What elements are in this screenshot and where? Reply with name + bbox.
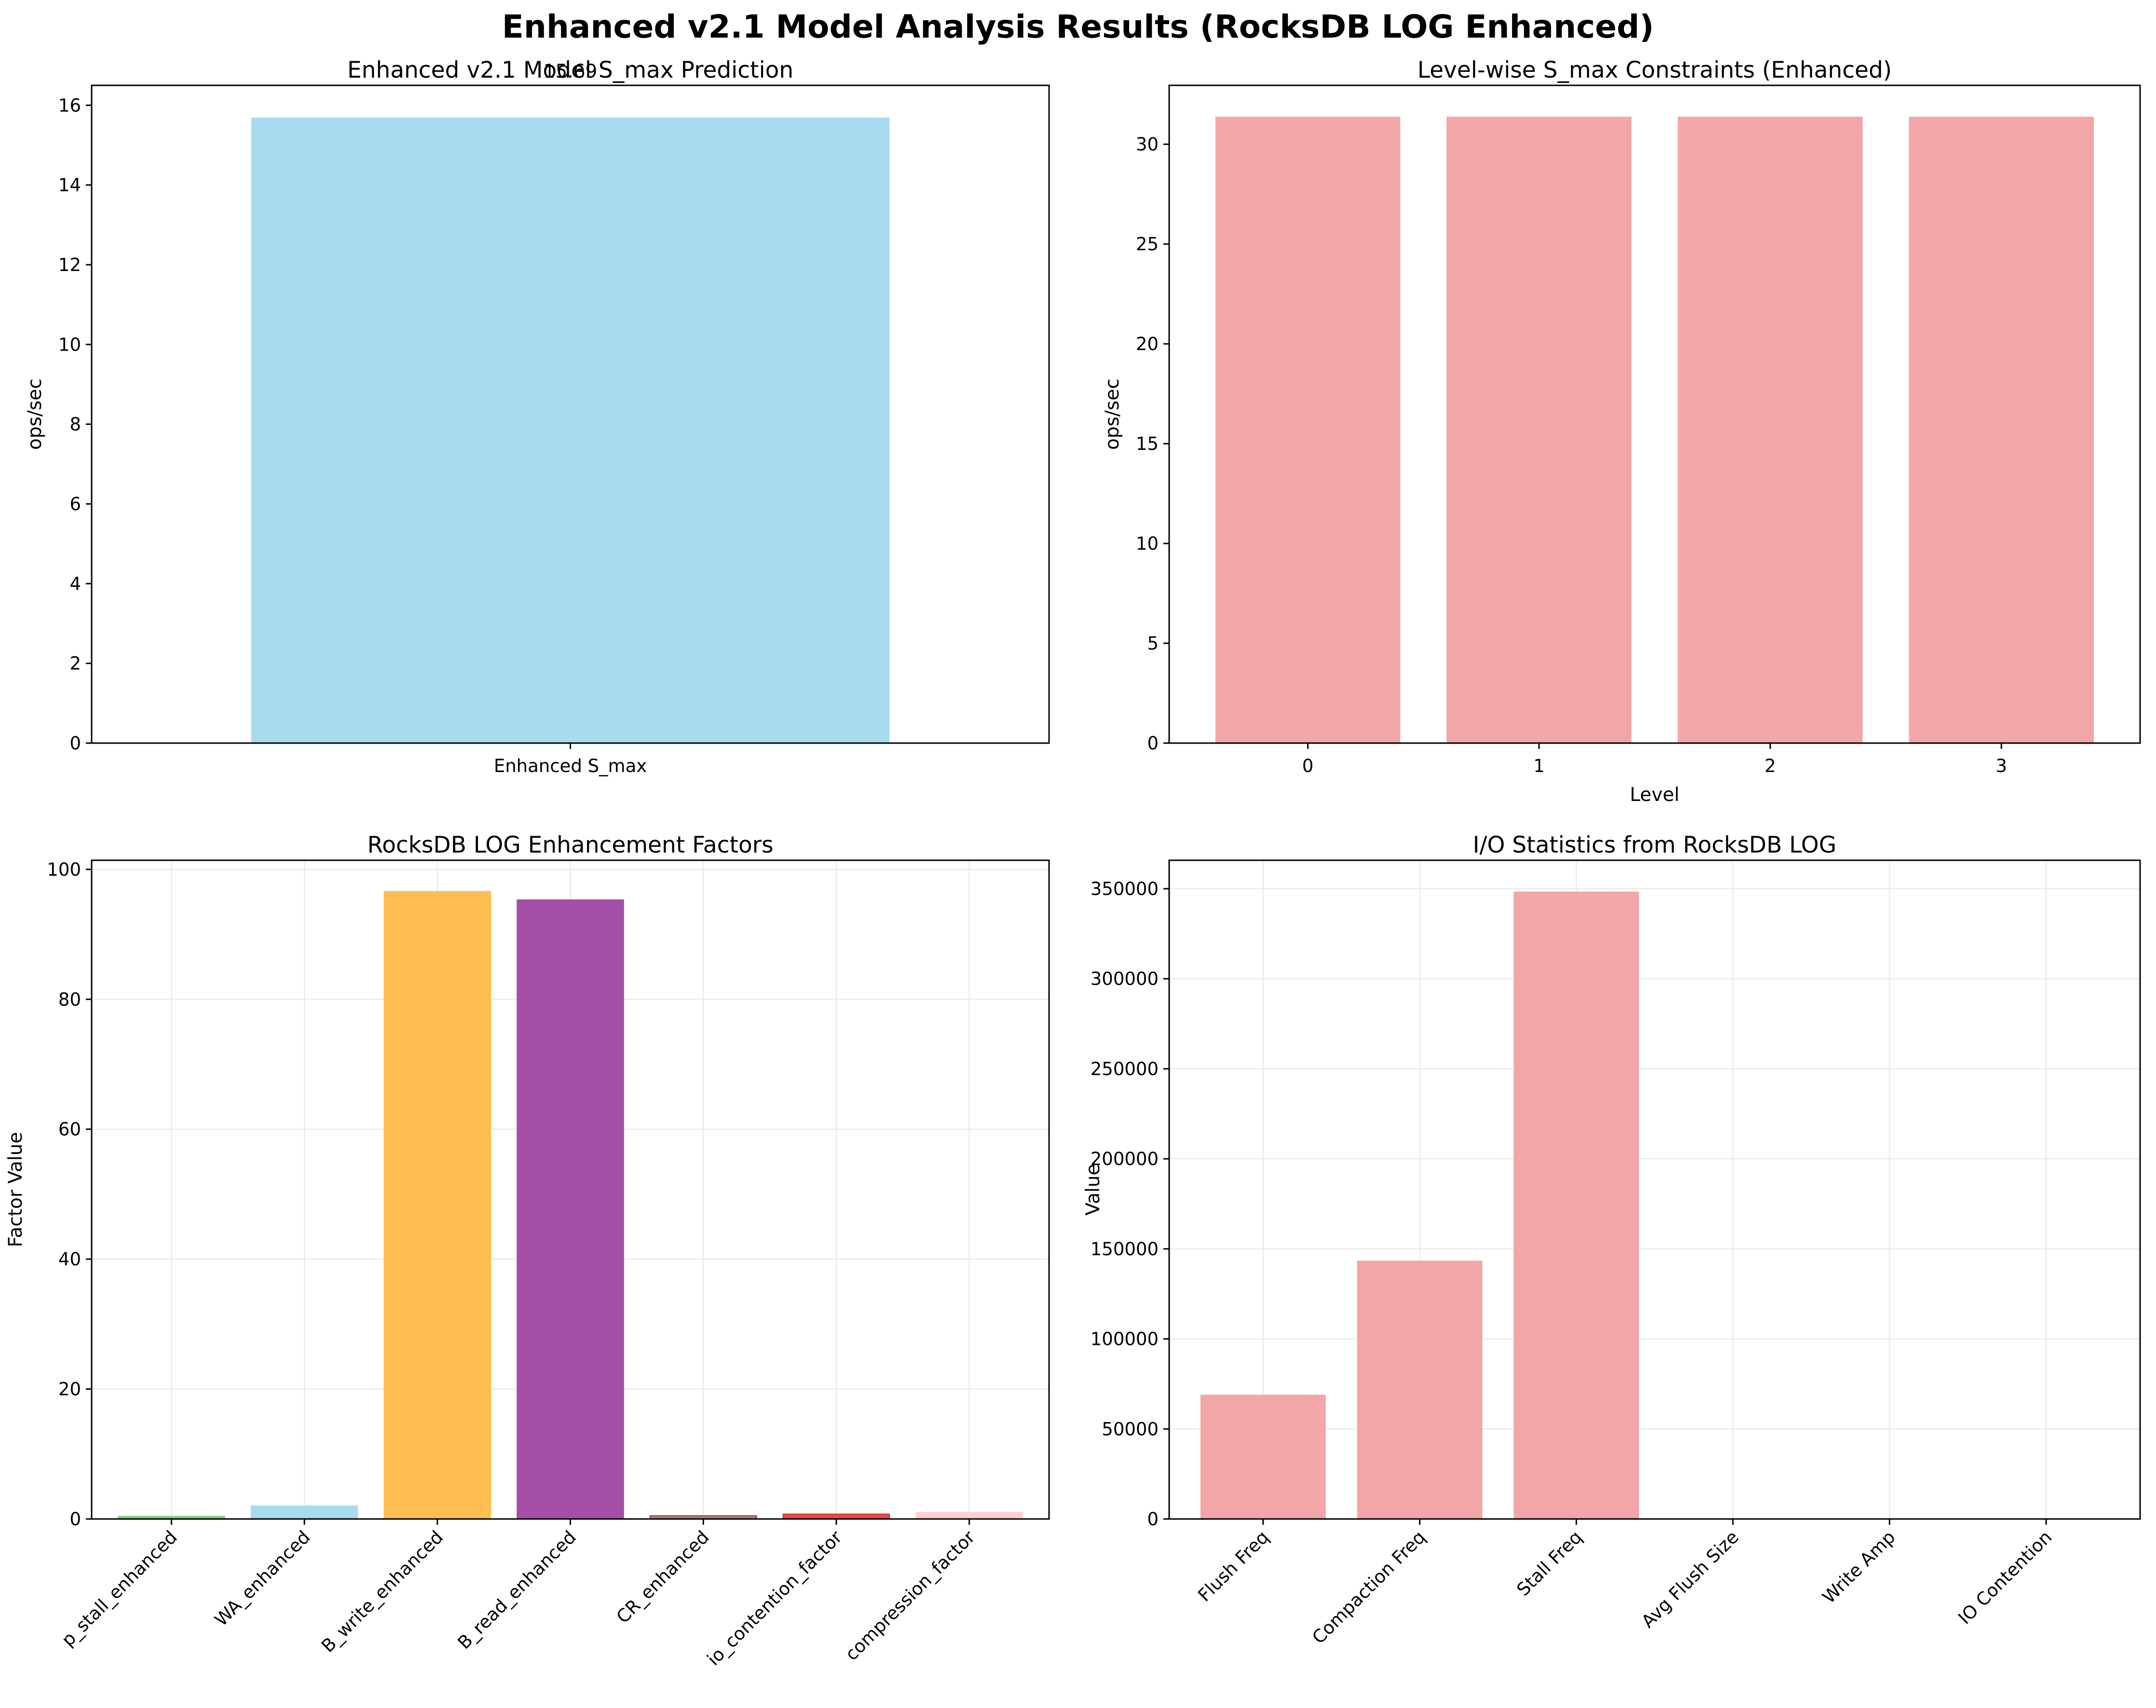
panel-smax-prediction: 0 2 4 6 8 10 12 14 16 Enhanced S_max 15.69Enhanced… [24,57,1050,776]
x-tick-label: 2 [1764,756,1776,776]
y-tick-label: 4 [69,573,81,594]
x-axis-label: Level [1630,784,1679,806]
bar-stall-freq [1514,891,1639,1519]
y-tick-label: 14 [58,175,81,196]
axes-frame [1168,859,2141,1520]
bar-b-read-enhanced [517,899,624,1519]
bar-io-contention-factor [782,1513,890,1520]
y-tick-label: 15 [1136,434,1159,454]
y-tick-label: 10 [58,334,81,355]
axes-frame [1168,84,2141,744]
panel-title: Level-wise S_max Constraints (Enhanced) [1418,57,1892,83]
panel-title: RocksDB LOG Enhancement Factors [368,832,774,858]
y-tick-label: 350000 [1091,879,1159,899]
bar-compression-factor [915,1512,1023,1519]
y-tick-label: 12 [58,255,81,275]
panel-title: I/O Statistics from RocksDB LOG [1473,832,1837,858]
y-tick-label: 10 [1136,533,1159,554]
y-tick-label: 80 [58,989,81,1010]
y-tick-label: 200000 [1091,1149,1159,1169]
bar-wa-enhanced [250,1505,358,1519]
y-tick-label: 16 [58,95,81,116]
x-tick-label: 1 [1533,756,1545,776]
y-axis-label: Value [1082,1164,1104,1215]
bar-compaction-freq [1357,1261,1483,1519]
y-tick-label: 300000 [1091,969,1159,990]
bar-flush-freq [1200,1395,1326,1519]
y-tick-label: 30 [1136,134,1159,155]
y-tick-label: 150000 [1091,1239,1159,1260]
bar-value-label: 15.69 [544,61,598,82]
bar-2 [1678,116,1863,743]
figure-suptitle: Enhanced v2.1 Model Analysis Results (Ro… [502,8,1654,45]
x-tick-label: Enhanced S_max [494,756,647,776]
y-axis-label: ops/sec [1102,379,1123,450]
y-axis-label: Factor Value [5,1132,27,1247]
x-tick-label: 0 [1302,756,1314,776]
panel-level-constraints: 0 5 10 15 20 25 30 0 1 2 3 Level-wise S_max Constra… [1102,57,2141,806]
y-tick-label: 250000 [1091,1058,1159,1079]
bar-b-write-enhanced [383,891,491,1519]
y-tick-label: 6 [69,494,81,515]
bar-3 [1909,116,2094,743]
y-tick-label: 20 [58,1379,81,1400]
y-tick-label: 60 [58,1119,81,1140]
y-axis-label: ops/sec [24,379,46,450]
bar-1 [1446,116,1632,743]
y-tick-label: 20 [1136,334,1159,354]
y-tick-label: 0 [1147,733,1159,754]
y-tick-label: 0 [69,1509,81,1530]
y-tick-label: 25 [1136,234,1159,255]
y-tick-label: 50000 [1102,1419,1159,1439]
y-tick-label: 100 [47,859,81,880]
panel-title: Enhanced v2.1 Model S_max Prediction [347,57,793,83]
y-tick-label: 100000 [1091,1329,1159,1350]
y-tick-label: 8 [69,414,81,435]
bar-0 [1215,116,1401,743]
y-tick-label: 0 [69,733,81,754]
y-tick-label: 40 [58,1249,81,1270]
bar-enhanced-s-max [251,117,890,744]
y-tick-label: 0 [1147,1509,1159,1530]
x-tick-label: 3 [1996,756,2007,776]
y-tick-label: 2 [69,653,81,674]
y-tick-label: 5 [1147,633,1159,654]
